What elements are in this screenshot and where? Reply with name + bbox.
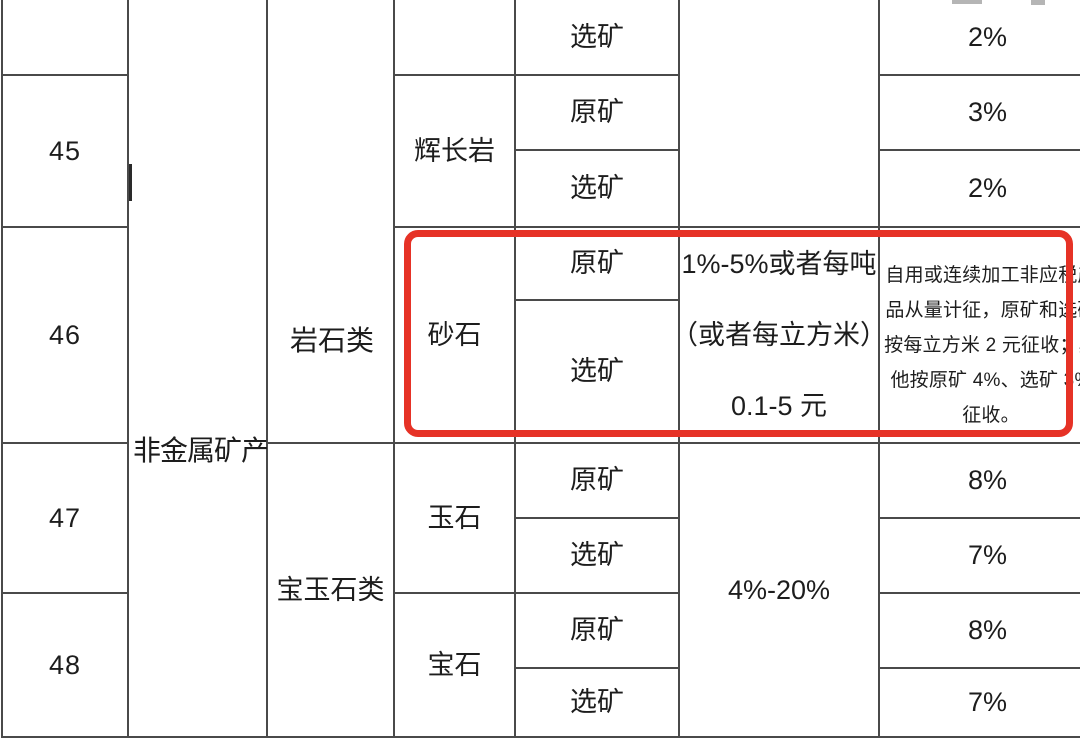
mineral-sandgravel-cell: 砂石 (393, 226, 516, 444)
rate-range-cell-46: 1%-5%或者每吨 （或者每立方米） 0.1-5 元 (671, 226, 887, 444)
table-row: 47 宝玉石类 玉石 原矿 4%-20% 8% (1, 442, 1080, 738)
mineral-gabbro-cell: 辉长岩 (393, 74, 516, 228)
tax-rate-cell: 3% (878, 74, 1080, 151)
rate-line-2: （或者每立方米） (671, 319, 887, 350)
ore-type-cell: 选矿 (514, 0, 680, 76)
category-label: 非金属矿产 (133, 435, 269, 467)
ore-type-cell: 选矿 (514, 299, 680, 444)
tax-rate-cell: 8% (878, 592, 1080, 669)
empty-cell (393, 0, 516, 76)
ore-type-cell: 选矿 (514, 667, 680, 738)
ore-type-cell: 原矿 (514, 74, 680, 151)
mineral-gem-cell: 宝石 (393, 592, 516, 738)
ore-type-cell: 原矿 (514, 592, 680, 669)
table-row: 选矿 7% (2, 667, 1080, 738)
rate-range-cell-47-48: 4%-20% (678, 442, 880, 738)
tax-rate-cell: 8% (878, 442, 1080, 519)
rate-line-3: 0.1-5 元 (730, 390, 828, 421)
group-rock-label: 岩石类 (289, 325, 374, 357)
table-row: 46 砂石 原矿 1%-5%或者每吨 （或者每立方米） 0.1-5 元 自用或连… (1, 226, 1080, 444)
cropped-row-artifact (952, 0, 982, 4)
mineral-jade-cell: 玉石 (393, 442, 516, 594)
tax-rate-cell: 7% (878, 667, 1080, 738)
empty-rate-cell (678, 0, 880, 228)
group-gem-cell: 宝玉石类 (266, 442, 395, 738)
cropped-row-artifact (1031, 0, 1045, 5)
ore-type-cell: 原矿 (514, 226, 680, 301)
table-row: 45 辉长岩 原矿 3% (1, 74, 1080, 228)
item-number-46: 46 (1, 226, 129, 444)
ore-type-cell: 选矿 (514, 149, 680, 228)
item-number-47: 47 (1, 442, 129, 594)
text-cursor (129, 164, 132, 201)
ore-type-cell: 选矿 (514, 517, 680, 594)
table-row: 48 宝石 原矿 8% (1, 592, 1080, 738)
table-row: 选矿 7% (2, 517, 1080, 594)
group-rock-cell: 岩石类 (266, 0, 395, 444)
tax-rate-cell: 7% (878, 517, 1080, 594)
rate-line-1: 1%-5%或者每吨 (681, 248, 877, 279)
note-cell-46: 自用或连续加工非应税产品从量计征，原矿和选矿按每立方米 2 元征收；其他按原矿 … (878, 226, 1080, 444)
note-text: 自用或连续加工非应税产品从量计征，原矿和选矿按每立方米 2 元征收；其他按原矿 … (884, 265, 1080, 426)
item-number-48: 48 (1, 592, 129, 738)
ore-type-cell: 原矿 (514, 442, 680, 519)
table-row: 选矿 2% (2, 149, 1080, 228)
category-cell: 非金属矿产 (127, 0, 269, 738)
table-row: 选矿 (2, 299, 1080, 444)
tax-rate-cell: 2% (878, 149, 1080, 228)
item-number-45: 45 (1, 74, 129, 228)
tax-rate-cell: 2% (878, 0, 1080, 76)
empty-cell (1, 0, 129, 76)
